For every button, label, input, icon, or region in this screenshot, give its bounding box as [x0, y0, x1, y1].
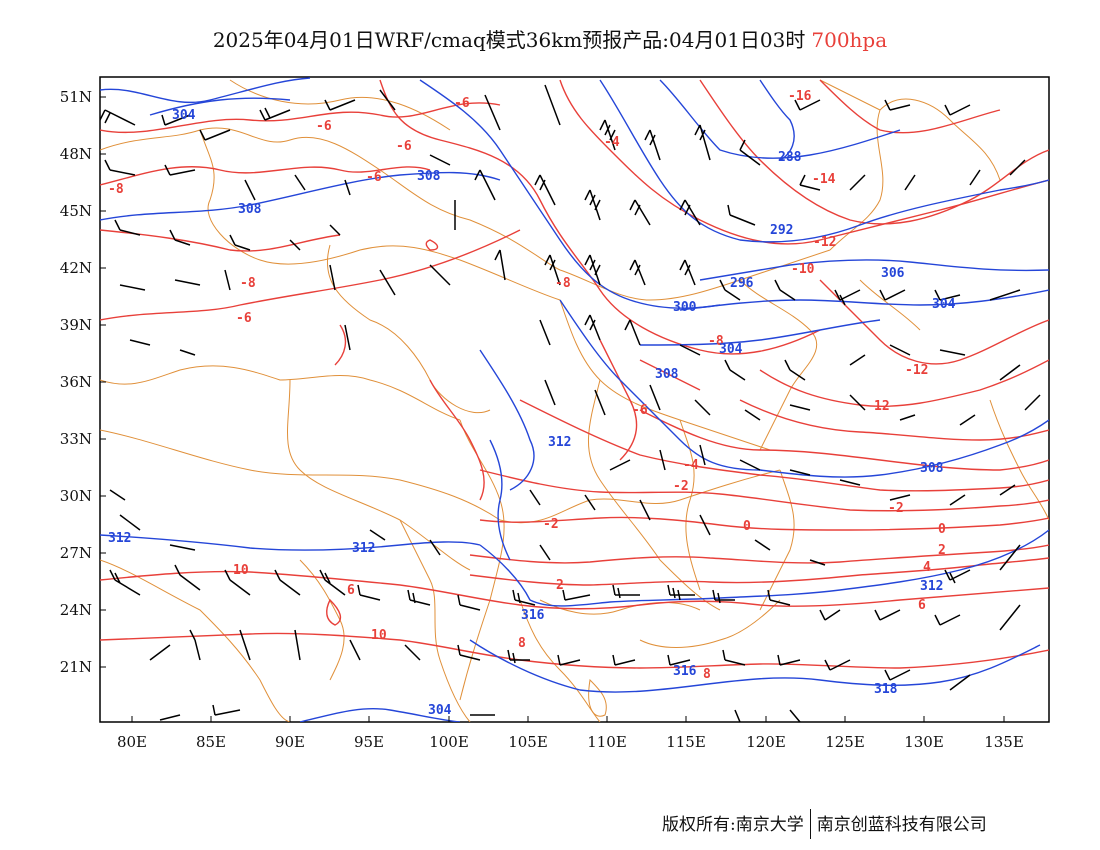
- lat-label: 36N: [60, 373, 92, 391]
- lon-label: 115E: [666, 733, 706, 751]
- height-label: 318: [874, 682, 898, 697]
- temp-label: -6: [366, 170, 382, 185]
- lat-label: 24N: [60, 601, 92, 619]
- height-label: 312: [548, 435, 571, 450]
- height-label: 312: [352, 541, 375, 556]
- title-main: 2025年04月01日WRF/cmaq模式36km预报产品:04月01日03时: [212, 28, 806, 52]
- height-label: 306: [881, 266, 905, 281]
- temperature-labels: -16 -14 -12 -10 -8 -8 -8 -8 -6 -6 -6 -6 …: [108, 89, 946, 682]
- temp-label: 0: [743, 519, 751, 534]
- height-label: 304: [932, 297, 956, 312]
- lon-label: 110E: [587, 733, 627, 751]
- height-contours: [100, 77, 1049, 722]
- axis-ticks: [100, 96, 1005, 722]
- temperature-contours: [100, 79, 1049, 669]
- temp-label: -2: [673, 479, 689, 494]
- temp-label: -4: [683, 458, 699, 473]
- height-label: 292: [770, 223, 793, 238]
- lon-label: 105E: [508, 733, 548, 751]
- lon-label: 80E: [117, 733, 147, 751]
- lon-label: 125E: [825, 733, 865, 751]
- copyright-footer: 版权所有:南京大学 南京创蓝科技有限公司: [662, 808, 987, 841]
- temp-label: 2: [556, 578, 564, 593]
- lon-label: 120E: [746, 733, 786, 751]
- lat-label: 42N: [60, 259, 92, 277]
- height-label: 316: [521, 608, 545, 623]
- temp-label: -14: [812, 172, 836, 187]
- height-label: 316: [673, 664, 697, 679]
- copyright-text: 版权所有:南京大学: [662, 815, 804, 835]
- temp-label: -8: [555, 276, 571, 291]
- lat-label: 48N: [60, 145, 92, 163]
- map-frame: [99, 76, 1050, 723]
- lon-label: 85E: [196, 733, 226, 751]
- height-label: 300: [673, 300, 697, 315]
- temp-label: -6: [632, 403, 648, 418]
- height-labels: 304 308 308 288 292 296 300 304 304 306 …: [108, 108, 956, 718]
- temp-label: -12: [813, 235, 836, 250]
- height-label: 304: [428, 703, 452, 718]
- wind-barbs: [100, 84, 1041, 722]
- height-label: 288: [778, 150, 802, 165]
- temp-label: -8: [708, 334, 724, 349]
- temp-label: 6: [918, 598, 926, 613]
- temp-label: -12: [905, 363, 928, 378]
- lat-label: 33N: [60, 430, 92, 448]
- temp-label: -6: [316, 119, 332, 134]
- height-label: 308: [920, 461, 944, 476]
- longitude-labels: 80E 85E 90E 95E 100E 105E 110E 115E 120E…: [117, 733, 1024, 751]
- temp-label: -16: [788, 89, 812, 104]
- temp-label: 8: [518, 636, 526, 651]
- height-label: 308: [655, 367, 679, 382]
- company-name: 南京创蓝科技有限公司: [816, 815, 987, 835]
- temp-label: 0: [938, 522, 946, 537]
- lon-label: 95E: [354, 733, 384, 751]
- temp-label: -6: [454, 96, 470, 111]
- height-label: 296: [730, 276, 754, 291]
- temp-label: -6: [396, 139, 412, 154]
- lat-label: 51N: [60, 88, 92, 106]
- temp-label: 8: [703, 667, 711, 682]
- latitude-labels: 51N 48N 45N 42N 39N 36N 33N 30N 27N 24N …: [60, 88, 92, 676]
- lon-label: 130E: [904, 733, 944, 751]
- temp-label: -10: [791, 262, 815, 277]
- lat-label: 21N: [60, 658, 92, 676]
- height-label: 304: [719, 342, 743, 357]
- lat-label: 39N: [60, 316, 92, 334]
- height-label: 308: [238, 202, 262, 217]
- temp-label: 10: [371, 628, 387, 643]
- temp-label: 2: [938, 543, 946, 558]
- lat-label: 30N: [60, 487, 92, 505]
- height-label: 312: [108, 531, 131, 546]
- footer-divider: [809, 808, 811, 839]
- temp-label: -6: [236, 311, 252, 326]
- temp-label: -2: [888, 501, 904, 516]
- lon-label: 100E: [429, 733, 469, 751]
- lat-label: 45N: [60, 202, 92, 220]
- temp-label: 6: [347, 583, 355, 598]
- map-title: 2025年04月01日WRF/cmaq模式36km预报产品:04月01日03时 7…: [0, 24, 1100, 53]
- temp-label: -2: [543, 517, 559, 532]
- lon-label: 135E: [984, 733, 1024, 751]
- height-label: 304: [172, 108, 196, 123]
- temp-label: -8: [240, 276, 256, 291]
- lon-label: 90E: [275, 733, 305, 751]
- temp-label: 4: [923, 560, 931, 575]
- temp-label: 10: [233, 563, 249, 578]
- lat-label: 27N: [60, 544, 92, 562]
- temp-label: -8: [108, 182, 124, 197]
- boundaries: [100, 79, 1049, 722]
- height-label: 308: [417, 169, 441, 184]
- height-label: 312: [920, 579, 943, 594]
- title-level: 700hpa: [811, 28, 888, 52]
- temp-label: -4: [604, 135, 620, 150]
- temp-label: 12: [874, 399, 890, 414]
